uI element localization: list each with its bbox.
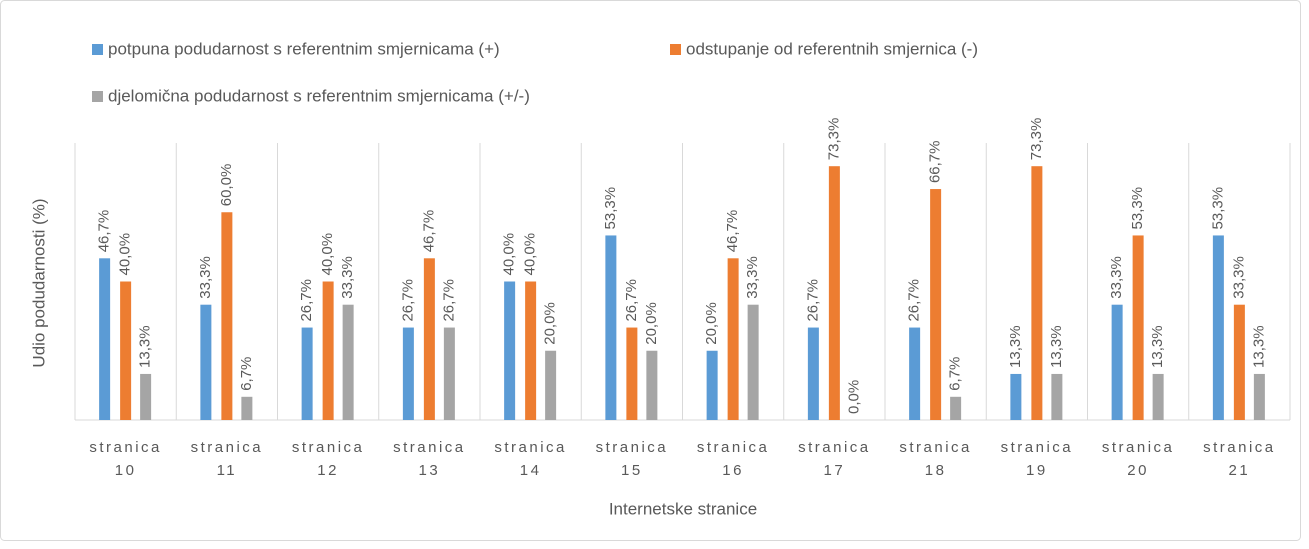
value-label: 66,7% — [927, 141, 944, 184]
value-label: 46,7% — [420, 210, 437, 253]
bar — [646, 350, 658, 420]
value-label: 26,7% — [399, 279, 416, 322]
bar — [525, 281, 537, 420]
bar — [1031, 166, 1043, 420]
value-label: 26,7% — [298, 279, 315, 322]
bar — [1152, 373, 1164, 420]
value-label: 26,7% — [804, 279, 821, 322]
legend-label: potpuna podudarnost s referentnim smjern… — [108, 39, 500, 58]
value-label: 13,3% — [1149, 325, 1166, 368]
bar — [747, 304, 759, 420]
bar — [140, 373, 152, 420]
value-label: 33,3% — [1230, 256, 1247, 299]
chart-border — [0, 0, 1301, 541]
value-label: 6,7% — [947, 357, 964, 391]
value-label: 46,7% — [724, 210, 741, 253]
bar — [342, 304, 354, 420]
value-label: 26,7% — [906, 279, 923, 322]
y-axis-label: Udio podudarnosti (%) — [29, 198, 48, 367]
bar — [909, 327, 921, 420]
value-label: 60,0% — [218, 164, 235, 207]
x-tick-label: stranica 13 — [393, 439, 466, 479]
bar — [1132, 235, 1144, 420]
x-tick-label: stranica 15 — [596, 439, 669, 479]
value-label: 40,0% — [319, 233, 336, 276]
bar — [504, 281, 516, 420]
value-label: 33,3% — [339, 256, 356, 299]
bar — [1111, 304, 1123, 420]
bar — [545, 350, 557, 420]
legend-label: odstupanje od referentnih smjernica (-) — [686, 39, 978, 58]
value-label: 26,7% — [440, 279, 457, 322]
value-label: 40,0% — [501, 233, 518, 276]
x-tick-label: stranica 18 — [899, 439, 972, 479]
value-label: 53,3% — [602, 187, 619, 230]
bar — [1212, 235, 1224, 420]
bar — [605, 235, 617, 420]
bar — [1253, 373, 1265, 420]
bar — [626, 327, 638, 420]
x-tick-label: stranica 19 — [1001, 439, 1074, 479]
value-label: 33,3% — [744, 256, 761, 299]
value-label: 20,0% — [643, 302, 660, 345]
value-label: 40,0% — [522, 233, 539, 276]
legend-label: djelomična podudarnost s referentnim smj… — [108, 86, 530, 105]
x-tick-label: stranica 12 — [292, 439, 365, 479]
value-label: 46,7% — [96, 210, 113, 253]
bar — [200, 304, 212, 420]
bar — [1010, 373, 1022, 420]
bar — [443, 327, 455, 420]
legend-swatch — [92, 91, 103, 102]
bar — [1233, 304, 1245, 420]
bar — [727, 258, 739, 420]
value-label: 33,3% — [1108, 256, 1125, 299]
bar — [828, 166, 840, 420]
value-label: 73,3% — [825, 118, 842, 161]
value-label: 6,7% — [238, 357, 255, 391]
bar — [950, 396, 962, 420]
bar — [99, 258, 111, 420]
value-label: 20,0% — [703, 302, 720, 345]
value-label: 13,3% — [137, 325, 154, 368]
value-label: 13,3% — [1007, 325, 1024, 368]
legend-swatch — [670, 44, 681, 55]
bar — [930, 189, 942, 420]
x-axis-label: Internetske stranice — [609, 499, 757, 518]
legend-swatch — [92, 44, 103, 55]
bar — [807, 327, 819, 420]
x-tick-label: stranica 21 — [1203, 439, 1276, 479]
value-label: 33,3% — [197, 256, 214, 299]
bar — [423, 258, 435, 420]
x-tick-label: stranica 10 — [89, 439, 162, 479]
bar — [241, 396, 253, 420]
bar — [706, 350, 718, 420]
bar — [322, 281, 334, 420]
x-tick-label: stranica 16 — [697, 439, 770, 479]
value-label: 73,3% — [1028, 118, 1045, 161]
bar — [221, 212, 233, 420]
value-label: 53,3% — [1129, 187, 1146, 230]
bar — [402, 327, 414, 420]
value-label: 20,0% — [542, 302, 559, 345]
bar — [120, 281, 132, 420]
value-label: 13,3% — [1048, 325, 1065, 368]
value-label: 40,0% — [117, 233, 134, 276]
value-label: 0,0% — [845, 380, 862, 414]
x-tick-label: stranica 20 — [1102, 439, 1175, 479]
value-label: 53,3% — [1209, 187, 1226, 230]
bar — [1051, 373, 1063, 420]
value-label: 13,3% — [1250, 325, 1267, 368]
bar — [301, 327, 313, 420]
x-tick-label: stranica 17 — [798, 439, 871, 479]
value-label: 26,7% — [623, 279, 640, 322]
x-tick-label: stranica 11 — [191, 439, 264, 479]
x-tick-label: stranica 14 — [494, 439, 567, 479]
